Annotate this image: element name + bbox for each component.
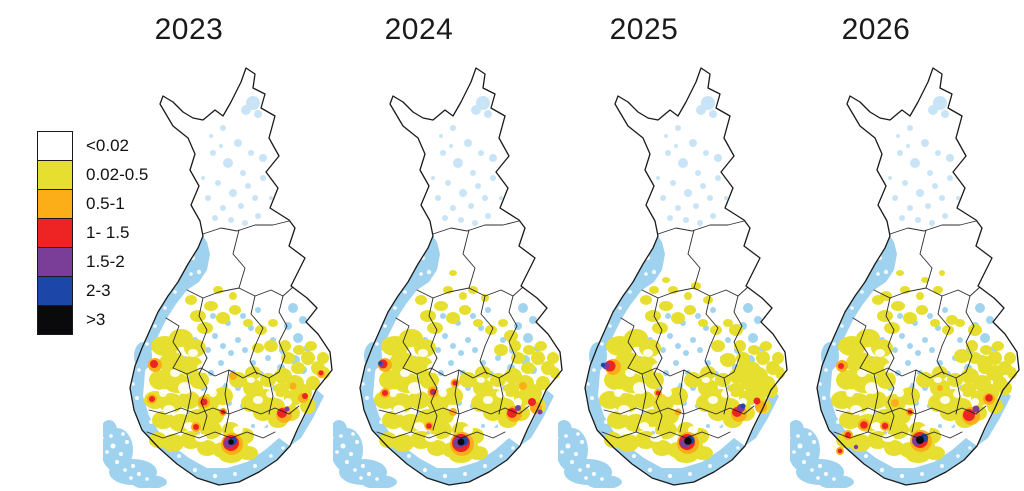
finland-map-2023: [103, 67, 333, 488]
map-cell-2026: 2026: [790, 0, 1024, 491]
map-cell-2023: 2023: [103, 0, 338, 491]
map-legend: <0.02 0.02-0.5 0.5-1 1- 1.5 1.5-2 2-3 >3: [37, 131, 227, 335]
legend-swatch-icon: [37, 189, 73, 219]
map-title: 2023: [154, 13, 224, 46]
map-title: 2026: [841, 13, 911, 46]
legend-label: 1.5-2: [86, 252, 125, 271]
legend-label: >3: [86, 310, 106, 329]
legend-swatch-icon: [37, 218, 73, 248]
legend-item: 0.5-1: [37, 189, 227, 219]
legend-item: <0.02: [37, 131, 227, 161]
finland-map-2026: [790, 67, 1020, 488]
legend-item: 2-3: [37, 276, 227, 306]
legend-swatch-icon: [37, 305, 73, 335]
finland-map-2025: [558, 67, 788, 488]
map-title: 2025: [609, 13, 679, 46]
legend-label: 1- 1.5: [86, 223, 130, 242]
legend-label: <0.02: [86, 136, 130, 155]
legend-item: 1.5-2: [37, 247, 227, 277]
legend-swatch-icon: [37, 160, 73, 190]
legend-label: 2-3: [86, 281, 111, 300]
legend-swatch-icon: [37, 247, 73, 277]
legend-item: >3: [37, 305, 227, 335]
map-cell-2025: 2025: [558, 0, 793, 491]
finland-map-2024: [333, 67, 563, 488]
map-cell-2024: 2024: [333, 0, 568, 491]
legend-label: 0.02-0.5: [86, 165, 149, 184]
legend-swatch-icon: [37, 131, 73, 161]
legend-swatch-icon: [37, 276, 73, 306]
legend-label: 0.5-1: [86, 194, 125, 213]
map-title: 2024: [384, 13, 454, 46]
legend-item: 0.02-0.5: [37, 160, 227, 190]
